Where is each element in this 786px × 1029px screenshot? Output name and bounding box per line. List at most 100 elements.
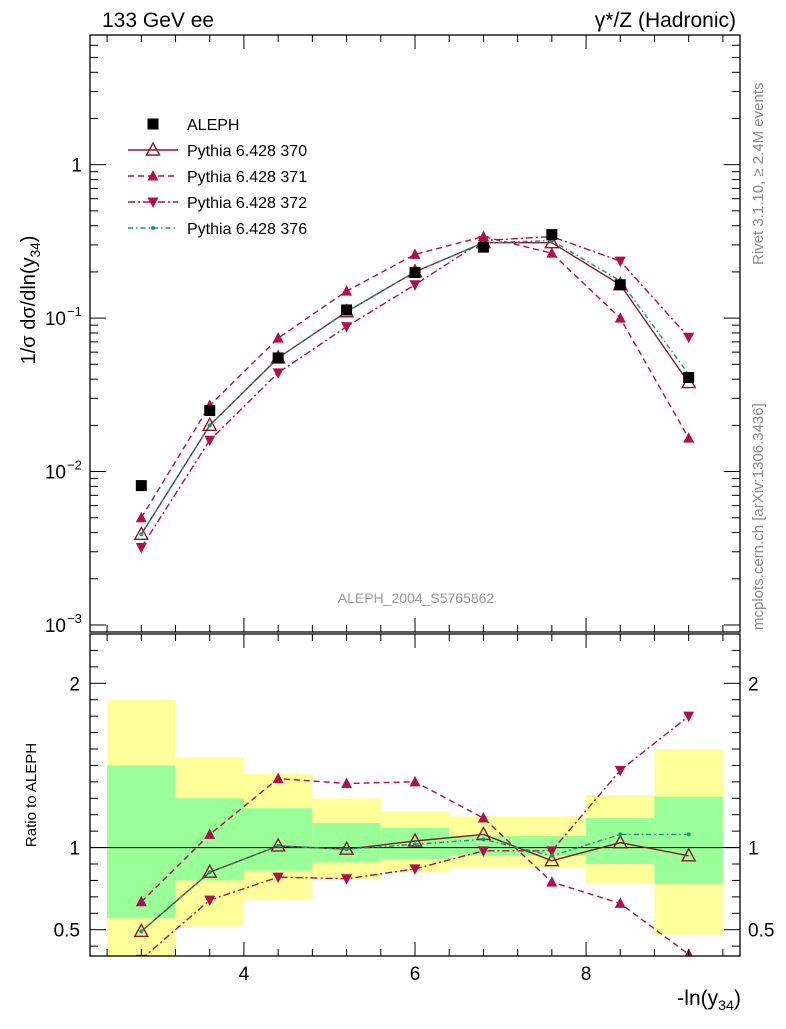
ratio-point-2-2 <box>272 872 284 884</box>
y-tick-exponent: −3 <box>67 611 82 626</box>
main-point-0-5 <box>477 241 489 253</box>
rivet-label: Rivet 3.1.10, ≥ 2.4M events <box>750 83 767 266</box>
main-point-3-1 <box>204 435 216 447</box>
main-point-0-1 <box>204 404 216 416</box>
ratio-point-3-4 <box>413 842 417 847</box>
ratio-point-1-2 <box>272 772 284 784</box>
ratio-point-1-6 <box>546 876 558 887</box>
ratio-point-3-7 <box>618 832 623 837</box>
main-point-2-4 <box>409 248 421 259</box>
ratio-point-2-6 <box>546 846 558 857</box>
main-point-3-2 <box>272 368 284 379</box>
legend-marker-1 <box>145 141 161 156</box>
x-tick-label: 6 <box>410 964 421 985</box>
green-band-1 <box>175 798 244 881</box>
header-energy-label: 133 GeV ee <box>102 9 214 32</box>
main-line-2 <box>140 235 690 519</box>
x-tick-label: 8 <box>581 964 592 985</box>
main-series-markers <box>133 229 697 554</box>
ratio-point-1-7 <box>614 897 626 908</box>
green-band-0 <box>107 765 176 919</box>
main-point-1-1 <box>202 416 218 432</box>
y-tick-label-top: 10 <box>45 309 66 330</box>
ratio-point-1-4 <box>409 775 421 787</box>
ratio-point-0-7 <box>612 834 628 849</box>
main-point-2-3 <box>341 285 353 296</box>
ratio-point-3-6 <box>549 853 554 858</box>
mcplots-label: mcplots.cern.ch [arXiv:1306.3436] <box>750 403 767 630</box>
main-point-4-1 <box>207 423 212 428</box>
main-point-2-2 <box>272 332 284 343</box>
axis-tick-labels: 4 6 810−310−210 −110.5 0.51 12 2 <box>45 156 775 985</box>
main-point-3-7 <box>614 256 626 268</box>
header-process-label: γ*/Z (Hadronic) <box>595 9 736 32</box>
ratio-uncertainty-bands <box>107 699 723 956</box>
ratio-point-3-0 <box>139 929 144 934</box>
legend-label-4: Pythia 6.428 376 <box>187 221 307 238</box>
ratio-point-2-4 <box>409 864 421 875</box>
analysis-watermark: ALEPH_2004_S5765862 <box>338 590 495 606</box>
ratio-point-2-1 <box>204 895 216 907</box>
main-point-3-4 <box>409 280 421 291</box>
x-axis-label: -ln(y34) <box>677 987 741 1014</box>
main-point-3-8 <box>683 332 695 344</box>
ratio-point-3-1 <box>207 870 212 875</box>
y-tick-exponent: −1 <box>67 304 82 319</box>
ratio-y-axis-label-text: Ratio to ALEPH <box>23 743 40 847</box>
y-tick-label-top: 10 <box>45 463 66 484</box>
ratio-y-axis-label: Ratio to ALEPH <box>23 743 40 847</box>
ratio-point-0-6 <box>544 852 560 867</box>
green-band-8 <box>654 796 723 884</box>
ratio-point-1-3 <box>341 777 353 788</box>
ratio-point-0-2 <box>270 837 286 852</box>
ratio-point-3-3 <box>344 847 349 852</box>
ratio-point-3-2 <box>276 843 281 848</box>
main-point-0-4 <box>409 267 421 279</box>
main-point-0-8 <box>683 372 695 384</box>
ratio-point-1-0 <box>135 895 147 907</box>
ratio-point-2-5 <box>477 846 489 857</box>
ratio-point-0-3 <box>338 840 355 855</box>
legend-label-1: Pythia 6.428 370 <box>187 143 307 160</box>
y-tick-label-ratio-right: 2 <box>748 674 759 695</box>
main-point-0-7 <box>614 279 626 291</box>
ratio-point-3-8 <box>686 832 691 837</box>
y-tick-label-ratio-left: 2 <box>69 674 80 695</box>
ratio-point-2-7 <box>614 765 626 777</box>
main-point-2-7 <box>614 312 626 323</box>
main-point-2-8 <box>683 432 695 443</box>
main-y-axis-label-text: 1/σ dσ/dln(y34) <box>18 236 43 365</box>
ratio-point-0-8 <box>681 847 697 862</box>
ratio-point-0-0 <box>133 922 149 938</box>
y-tick-label-ratio-right: 0.5 <box>748 921 774 942</box>
y-tick-label-ratio-right: 1 <box>748 839 759 860</box>
legend-marker-2 <box>147 170 159 181</box>
y-tick-label-ratio-left: 1 <box>69 839 80 860</box>
y-tick-label-top: 1 <box>71 156 82 177</box>
ratio-point-1-1 <box>204 828 216 839</box>
main-point-2-0 <box>135 511 147 523</box>
main-point-0-6 <box>546 229 558 241</box>
main-point-1-0 <box>133 525 149 540</box>
legend-label-0: ALEPH <box>187 117 239 134</box>
main-point-4-0 <box>139 532 144 537</box>
ratio-point-2-8 <box>683 711 695 723</box>
main-point-0-0 <box>135 480 147 492</box>
legend-marker-3 <box>147 197 159 208</box>
mcplots-label-text: mcplots.cern.ch [arXiv:1306.3436] <box>750 403 767 630</box>
ratio-series-markers <box>133 711 697 956</box>
x-tick-label: 4 <box>239 964 250 985</box>
main-point-0-3 <box>341 304 353 316</box>
ratio-point-3-5 <box>481 837 486 842</box>
y-tick-label-top: 10 <box>45 616 66 637</box>
legend-label-3: Pythia 6.428 372 <box>187 195 307 212</box>
legend: ALEPH Pythia 6.428 370 Pythia 6.428 371 Pyt… <box>128 117 307 238</box>
ratio-point-0-1 <box>202 863 218 878</box>
main-point-0-2 <box>272 352 284 364</box>
legend-label-2: Pythia 6.428 371 <box>187 169 307 186</box>
main-point-3-3 <box>341 322 353 333</box>
ratio-point-1-5 <box>477 812 489 823</box>
axis-ticks <box>90 34 740 956</box>
